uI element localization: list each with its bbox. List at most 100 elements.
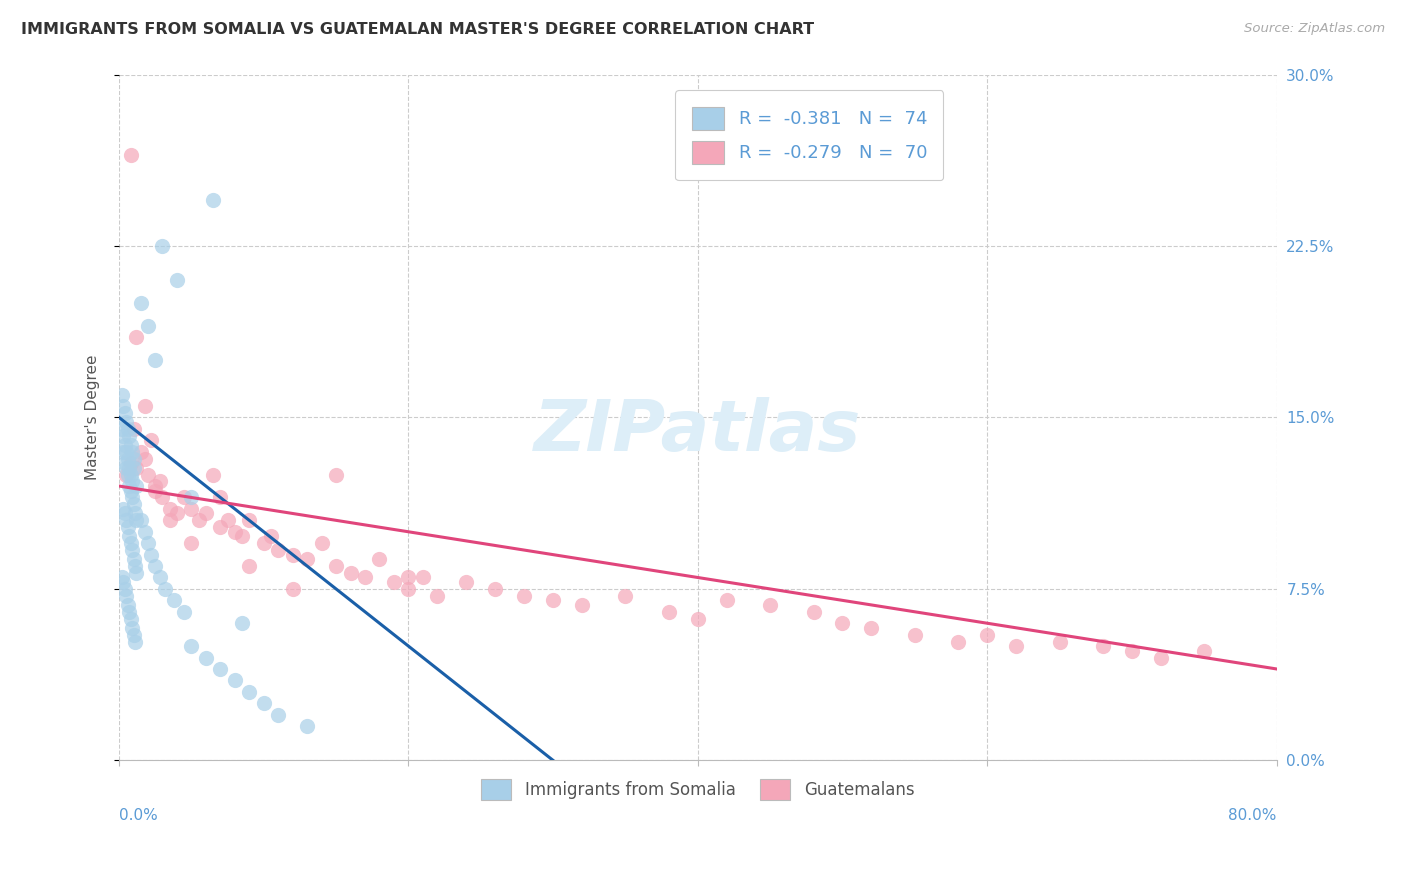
Point [209, 520, 232, 534]
Point [860, 621, 883, 635]
Point [614, 589, 637, 603]
Point [136, 318, 159, 333]
Point [134, 451, 156, 466]
Point [159, 513, 181, 527]
Point [129, 444, 152, 458]
Point [112, 444, 135, 458]
Point [115, 444, 138, 458]
Point [194, 650, 217, 665]
Point [412, 570, 434, 584]
Point [136, 536, 159, 550]
Point [124, 559, 146, 574]
Point [339, 566, 361, 580]
Point [1049, 634, 1071, 648]
Point [180, 536, 202, 550]
Point [122, 422, 145, 436]
Point [112, 502, 135, 516]
Point [117, 422, 139, 436]
Point [120, 438, 142, 452]
Point [1192, 643, 1215, 657]
Point [541, 593, 564, 607]
Point [1005, 639, 1028, 653]
Point [124, 634, 146, 648]
Point [166, 507, 188, 521]
Point [180, 502, 202, 516]
Point [260, 529, 283, 543]
Point [202, 194, 225, 208]
Point [122, 627, 145, 641]
Point [238, 513, 260, 527]
Point [396, 570, 419, 584]
Point [976, 627, 998, 641]
Point [231, 616, 253, 631]
Point [571, 598, 593, 612]
Point [111, 422, 134, 436]
Point [716, 593, 738, 607]
Point [129, 296, 152, 310]
Point [139, 548, 162, 562]
Point [238, 559, 260, 574]
Point [173, 491, 195, 505]
Point [224, 524, 246, 539]
Point [281, 548, 304, 562]
Point [231, 529, 253, 543]
Point [115, 513, 138, 527]
Point [118, 429, 141, 443]
Y-axis label: Master's Degree: Master's Degree [86, 355, 100, 480]
Point [311, 536, 333, 550]
Point [129, 513, 152, 527]
Point [121, 621, 143, 635]
Point [125, 460, 148, 475]
Point [152, 239, 174, 253]
Point [1150, 650, 1173, 665]
Point [111, 570, 134, 584]
Point [202, 467, 225, 482]
Point [238, 685, 260, 699]
Point [382, 575, 405, 590]
Point [904, 627, 927, 641]
Point [267, 543, 290, 558]
Point [118, 529, 141, 543]
Point [948, 634, 970, 648]
Point [152, 491, 174, 505]
Point [134, 524, 156, 539]
Point [112, 429, 135, 443]
Point [224, 673, 246, 688]
Point [121, 444, 143, 458]
Point [117, 451, 139, 466]
Point [114, 438, 136, 452]
Point [209, 662, 232, 676]
Point [120, 483, 142, 498]
Point [484, 582, 506, 596]
Point [166, 273, 188, 287]
Point [122, 497, 145, 511]
Point [112, 575, 135, 590]
Point [114, 456, 136, 470]
Point [194, 507, 217, 521]
Point [117, 598, 139, 612]
Point [803, 605, 825, 619]
Point [115, 415, 138, 429]
Point [122, 460, 145, 475]
Point [124, 507, 146, 521]
Point [120, 467, 142, 482]
Point [143, 479, 166, 493]
Point [120, 536, 142, 550]
Point [180, 491, 202, 505]
Point [325, 559, 347, 574]
Point [155, 582, 177, 596]
Text: Source: ZipAtlas.com: Source: ZipAtlas.com [1244, 22, 1385, 36]
Point [143, 353, 166, 368]
Point [120, 456, 142, 470]
Point [831, 616, 853, 631]
Point [159, 502, 181, 516]
Point [136, 467, 159, 482]
Point [281, 582, 304, 596]
Point [117, 520, 139, 534]
Point [295, 719, 318, 733]
Point [1121, 643, 1143, 657]
Point [114, 582, 136, 596]
Point [125, 566, 148, 580]
Point [180, 639, 202, 653]
Point [173, 605, 195, 619]
